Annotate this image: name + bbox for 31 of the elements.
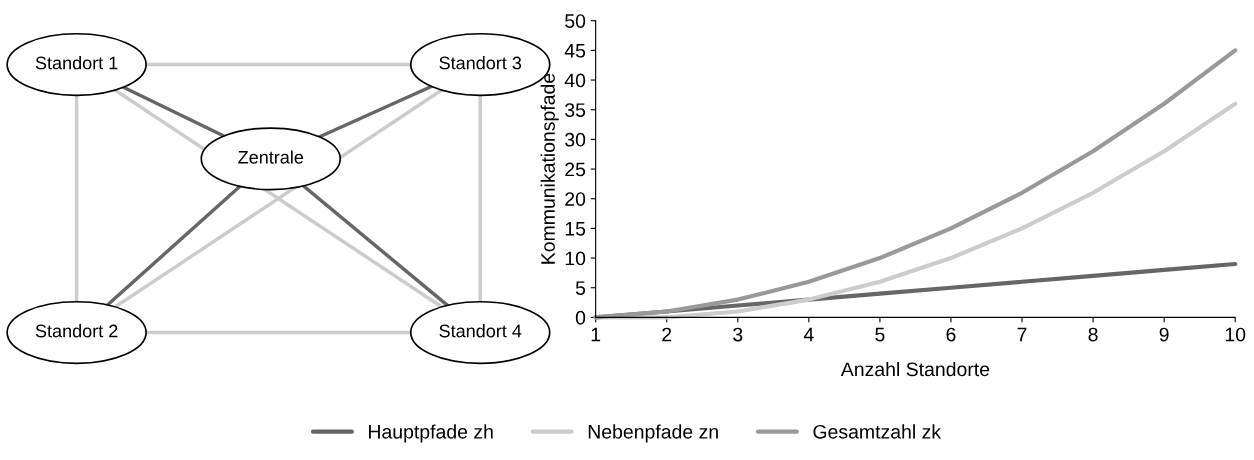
x-tick-label: 8 (1088, 327, 1098, 342)
x-tick-label: 7 (1017, 327, 1027, 342)
x-tick-label: 6 (946, 327, 956, 342)
y-tick-label: 15 (565, 222, 586, 236)
text: Standort 3 (439, 56, 522, 70)
y-axis-title: Kommunikationspfade (540, 73, 559, 264)
text: Standort 2 (35, 324, 118, 338)
legend-label: Hauptpfade zh (369, 424, 493, 443)
x-tick-label: 4 (803, 327, 814, 342)
y-tick-label: 30 (565, 132, 586, 147)
legend-label: Nebenpfade zn (588, 424, 718, 443)
y-tick-label: 10 (565, 251, 586, 266)
x-tick-label: 1 (591, 327, 601, 342)
y-tick-label: 35 (565, 103, 586, 117)
x-tick-label: 2 (662, 327, 672, 342)
legend-label: Gesamtzahl zk (813, 424, 942, 439)
y-tick-label: 45 (564, 44, 586, 58)
text: Zentrale (238, 150, 304, 164)
y-tick-label: 40 (564, 73, 586, 88)
y-tick-label: 25 (565, 162, 586, 177)
x-tick-label: 9 (1159, 327, 1169, 342)
y-tick-label: 20 (565, 192, 586, 206)
text: Standort 4 (439, 324, 522, 338)
x-axis-title: Anzahl Standorte (840, 361, 990, 377)
x-tick-label: 5 (875, 327, 885, 342)
y-tick-label: 0 (575, 310, 586, 325)
y-tick-label: 50 (565, 14, 586, 28)
x-tick-label: 10 (1225, 327, 1246, 342)
x-tick-label: 3 (733, 327, 743, 342)
text: Standort 1 (35, 56, 118, 70)
y-tick-label: 5 (575, 281, 586, 295)
